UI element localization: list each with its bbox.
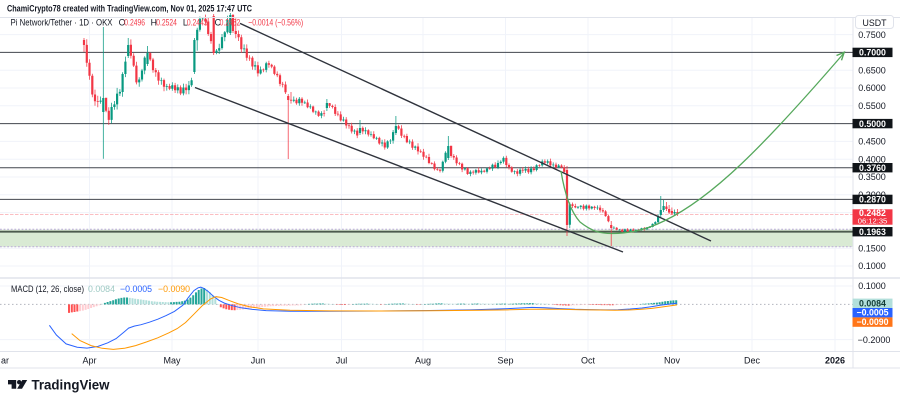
svg-text:MACD (12, 26, close): MACD (12, 26, close) [11,284,84,294]
svg-text:C: C [215,18,222,28]
svg-text:0.4000: 0.4000 [858,154,886,164]
svg-text:O: O [119,18,126,28]
svg-text:May: May [163,356,181,366]
svg-text:H: H [151,18,157,28]
svg-text:0.2443: 0.2443 [187,18,208,28]
svg-text:0.0084: 0.0084 [859,298,886,308]
svg-text:2026: 2026 [825,356,845,366]
svg-text:0.2482: 0.2482 [220,18,241,28]
svg-text:0.5000: 0.5000 [859,119,886,129]
svg-text:−0.0005: −0.0005 [856,308,888,318]
svg-text:0.5500: 0.5500 [858,101,886,111]
svg-text:0.3500: 0.3500 [858,172,886,182]
svg-text:USDT: USDT [863,18,888,28]
svg-text:0.3760: 0.3760 [859,163,886,173]
svg-text:0.1963: 0.1963 [859,227,886,237]
svg-text:−0.2000: −0.2000 [858,335,891,345]
svg-text:06:12:35: 06:12:35 [858,217,888,226]
svg-text:Aug: Aug [415,356,431,366]
svg-text:ar: ar [1,356,9,366]
svg-text:0.2870: 0.2870 [859,195,886,205]
svg-text:−0.0090: −0.0090 [158,284,190,294]
svg-text:Pi Network/Tether · 1D · OKX: Pi Network/Tether · 1D · OKX [11,18,113,28]
svg-text:Apr: Apr [82,356,96,366]
svg-text:0.4500: 0.4500 [858,137,886,147]
svg-text:Jun: Jun [251,356,266,366]
svg-text:−0.0090: −0.0090 [856,317,888,327]
svg-text:0.7500: 0.7500 [858,30,886,40]
svg-text:0.0084: 0.0084 [88,284,115,294]
svg-text:0.6000: 0.6000 [858,83,886,93]
svg-text:−0.0005: −0.0005 [120,284,152,294]
svg-text:0.2496: 0.2496 [124,18,145,28]
svg-text:0.1000: 0.1000 [858,261,886,271]
svg-text:0.2524: 0.2524 [156,18,177,28]
svg-text:0.1000: 0.1000 [858,281,886,291]
svg-text:0.7000: 0.7000 [859,48,886,58]
svg-text:Sep: Sep [497,356,513,366]
svg-text:Oct: Oct [581,356,596,366]
svg-text:0.6500: 0.6500 [858,65,886,75]
svg-text:Jul: Jul [336,356,348,366]
svg-text:ChamiCrypto78 created with Tra: ChamiCrypto78 created with TradingView.c… [7,3,252,13]
svg-text:0.1500: 0.1500 [858,243,886,253]
svg-text:Dec: Dec [744,356,761,366]
svg-text:Nov: Nov [664,356,681,366]
svg-text:TradingView: TradingView [32,378,110,393]
svg-text:−0.0014 (−0.56%): −0.0014 (−0.56%) [248,18,303,28]
svg-text:0.2482: 0.2482 [859,208,886,218]
svg-text:L: L [183,18,188,28]
